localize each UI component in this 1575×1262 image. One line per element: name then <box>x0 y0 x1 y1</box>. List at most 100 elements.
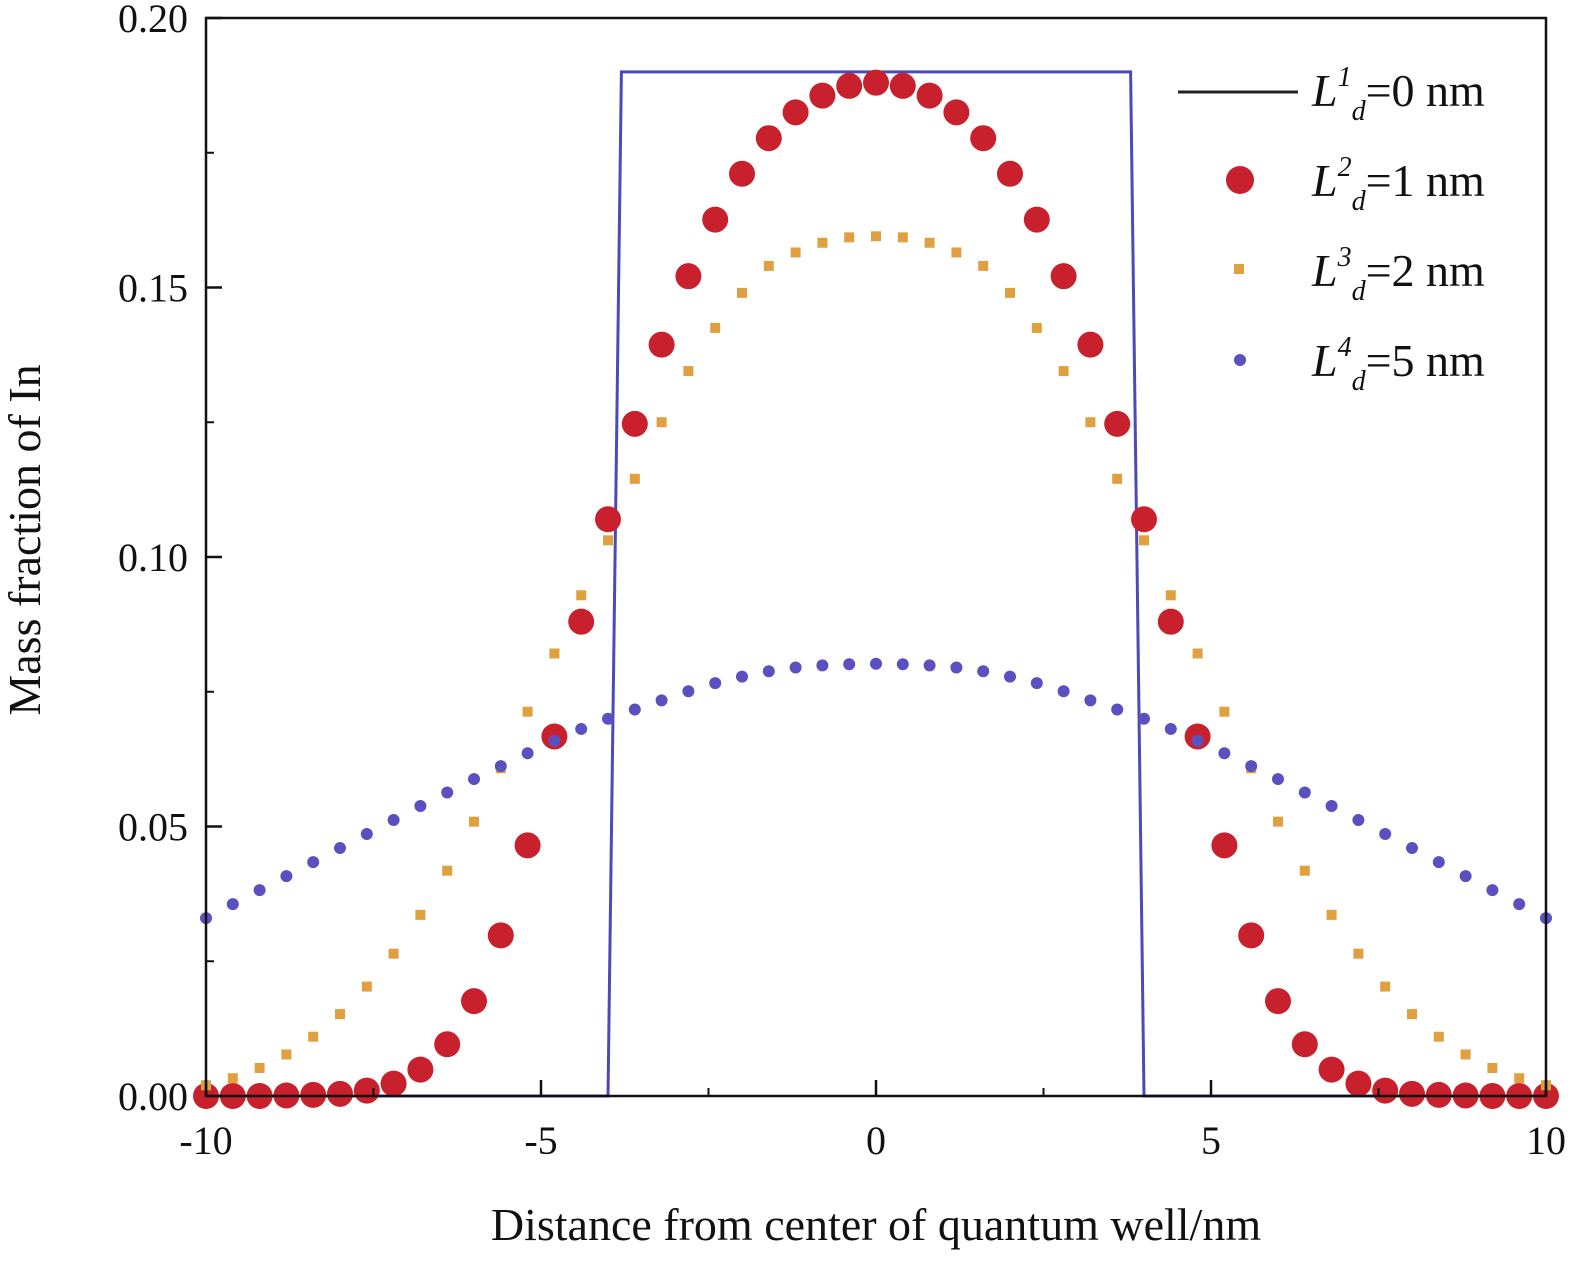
data-point <box>755 125 782 152</box>
data-point <box>656 417 667 428</box>
data-point <box>1211 832 1238 859</box>
data-point <box>1325 800 1338 813</box>
x-tick-label: -10 <box>179 1118 232 1163</box>
legend-item: L4d=5 nm <box>1234 332 1485 397</box>
data-point <box>334 842 346 855</box>
data-point <box>1050 263 1077 290</box>
data-point <box>1432 856 1445 869</box>
data-point <box>863 69 889 96</box>
data-point <box>789 661 802 674</box>
data-point <box>487 922 514 949</box>
data-point <box>575 722 588 735</box>
data-point <box>469 816 479 827</box>
data-point <box>1191 734 1204 747</box>
data-point <box>461 988 487 1015</box>
data-point <box>549 648 560 659</box>
y-tick-label: 0.15 <box>118 266 188 311</box>
data-point <box>1131 506 1157 533</box>
data-point <box>415 909 426 920</box>
data-point <box>737 287 747 298</box>
data-point <box>387 814 400 827</box>
data-point <box>1318 1056 1345 1083</box>
data-point <box>923 659 936 672</box>
data-point <box>441 786 454 799</box>
data-point <box>816 659 829 672</box>
series-line <box>206 70 1546 1098</box>
data-point <box>655 694 668 707</box>
y-tick-label: 0.05 <box>118 805 188 850</box>
data-point <box>1005 287 1015 298</box>
data-point <box>702 206 729 233</box>
data-point <box>1104 410 1131 437</box>
x-axis-label: Distance from center of quantum well/nm <box>491 1199 1261 1250</box>
data-point <box>736 670 748 683</box>
data-point <box>494 760 507 773</box>
data-point <box>1487 1062 1498 1073</box>
data-point <box>1406 842 1418 855</box>
data-point <box>683 366 694 377</box>
data-point <box>1265 988 1291 1015</box>
legend-label: L4d=5 nm <box>1311 332 1485 397</box>
series-1 <box>206 70 1546 1098</box>
data-point <box>1298 786 1311 799</box>
y-tick-label: 0.20 <box>118 0 188 41</box>
data-point <box>1030 677 1043 690</box>
data-point <box>889 72 916 99</box>
data-point <box>442 865 453 876</box>
x-tick-label: 5 <box>1201 1118 1221 1163</box>
data-point <box>1058 366 1069 377</box>
data-point <box>1380 981 1391 992</box>
series-layer <box>193 69 1559 1109</box>
data-point <box>548 734 561 747</box>
legend-marker <box>1234 264 1244 274</box>
data-point <box>253 884 266 897</box>
data-point <box>414 800 427 813</box>
data-point <box>1459 870 1472 883</box>
data-point <box>514 832 541 859</box>
data-point <box>360 828 373 841</box>
data-point <box>1514 1073 1525 1084</box>
data-point <box>896 658 909 671</box>
data-point <box>997 160 1023 187</box>
data-point <box>1085 417 1096 428</box>
data-point <box>621 410 648 437</box>
data-point <box>1112 473 1123 484</box>
data-point <box>380 1070 407 1097</box>
data-point <box>353 1077 380 1104</box>
data-point <box>521 747 534 760</box>
series-4 <box>200 657 1552 925</box>
legend-label: L3d=2 nm <box>1311 242 1485 307</box>
data-point <box>675 263 702 290</box>
data-point <box>1291 1031 1318 1058</box>
data-point <box>924 237 935 248</box>
data-point <box>1057 685 1070 698</box>
data-point <box>817 237 828 248</box>
data-point <box>809 82 836 109</box>
data-point <box>361 981 372 992</box>
legend-item: L3d=2 nm <box>1234 242 1485 307</box>
data-point <box>1192 648 1203 659</box>
data-point <box>468 773 480 786</box>
data-point <box>1165 590 1176 601</box>
data-point <box>1138 712 1150 725</box>
x-tick-label: 0 <box>866 1118 886 1163</box>
data-point <box>1345 1070 1372 1097</box>
data-point <box>1486 884 1499 897</box>
legend-marker <box>1234 354 1246 366</box>
data-point <box>782 99 809 126</box>
data-point <box>602 712 614 725</box>
y-tick-label: 0.10 <box>118 535 188 580</box>
data-point <box>916 82 943 109</box>
data-point <box>254 1062 265 1073</box>
data-point <box>227 1073 238 1084</box>
data-point <box>226 898 239 911</box>
data-point <box>576 590 587 601</box>
data-point <box>335 1009 345 1020</box>
data-point <box>1218 747 1231 760</box>
data-point <box>308 1031 319 1042</box>
data-point <box>943 99 970 126</box>
data-point <box>843 658 856 671</box>
data-point <box>1272 773 1284 786</box>
legend-marker <box>1226 166 1254 194</box>
